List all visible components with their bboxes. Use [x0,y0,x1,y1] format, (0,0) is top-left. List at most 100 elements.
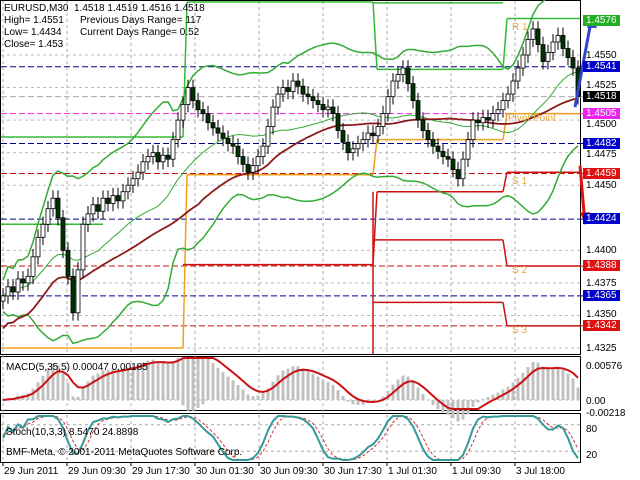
high-label: High= 1.4551 [4,15,64,26]
candle [295,80,301,87]
candle [310,96,316,101]
candle [240,156,246,165]
candle [460,158,466,180]
macd-bar [341,395,345,400]
macd-bar [36,382,40,400]
macd-bar [536,362,540,400]
macd-bar [151,359,155,400]
macd-bar [276,375,280,400]
macd-bar [211,363,215,400]
time-axis-label: 3 Jul 18:00 [516,466,565,477]
macd-bar [101,370,105,400]
macd-bar [291,366,295,400]
candle [330,106,336,114]
candle [335,113,341,131]
macd-bar [46,369,50,400]
candle [415,100,421,121]
macd-bar [546,368,550,400]
macd-bar [66,382,70,400]
price-tick: 1.4375 [586,277,617,289]
macd-bar [576,387,580,400]
macd-bar [301,368,305,400]
candle [185,87,191,105]
macd-bar [521,372,525,400]
candle [85,213,91,225]
candle [35,236,41,258]
macd-bar [556,367,560,400]
candle [130,178,136,186]
price-marker: 1.4459 [583,167,620,179]
candle [525,38,531,56]
candle [95,204,101,212]
candle [55,197,61,219]
macd-bar [96,373,100,400]
candle [355,143,361,150]
macd-bar [296,366,300,400]
macd-bar [336,390,340,400]
macd-bar [61,372,65,400]
price-tick: 1.4550 [586,49,617,61]
macd-bar [306,370,310,400]
macd-bar [266,388,270,400]
macd-bar [511,382,515,400]
candle [390,80,396,98]
candle [435,145,441,152]
candle [105,197,111,204]
candle [320,104,326,111]
time-axis-label: 1 Jul 09:30 [452,466,501,477]
candle [200,109,206,114]
macd-bar [126,367,130,400]
candle [195,100,201,111]
macd-bar [91,375,95,400]
time-axis-label: 30 Jun 09:30 [260,466,318,477]
price-tick: 1.4500 [586,118,617,130]
macd-bar [416,387,420,400]
macd-bar [206,358,210,400]
macd-bar [571,378,575,400]
candle [140,161,146,173]
candle [250,165,256,173]
macd-bar [281,370,285,400]
macd-bar [86,381,90,400]
candle [135,171,141,180]
candle [480,117,486,124]
price-tick: 1.4475 [586,148,617,160]
candle [125,184,131,193]
candle [215,127,221,134]
candle [90,204,96,215]
pivot-step-join [502,239,508,267]
macd-bar [286,368,290,400]
current-range-label: Current Days Range= 0.52 [80,27,200,38]
price-tick: 1.4525 [586,79,617,91]
candle [560,35,566,49]
candle [425,130,431,141]
candle [515,67,521,82]
candle [10,286,16,293]
candle [275,93,281,108]
macd-bar [226,376,230,400]
candle [165,154,171,160]
macd-bar [331,384,335,400]
candle [100,197,106,212]
candle [510,80,516,95]
macd-bar [156,361,160,400]
macd-bar [466,400,470,415]
macd-bar [246,394,250,400]
macd-bar [456,400,460,422]
macd-bar [316,376,320,400]
candle [430,139,436,147]
candle [150,152,156,157]
s3-label: S 3 [512,325,528,336]
candle [235,145,241,157]
candle [540,44,546,62]
stoch-label: Stoch(10,3,3) 8.5470 24.8898 [6,427,139,438]
candle [65,249,71,277]
candle [410,83,416,101]
macd-bar [381,396,385,400]
macd-label: MACD(5,35,5) 0.00047 0.00185 [6,362,148,373]
candle [155,152,161,163]
candle [0,295,6,302]
candle [255,156,261,167]
candle [470,119,476,141]
